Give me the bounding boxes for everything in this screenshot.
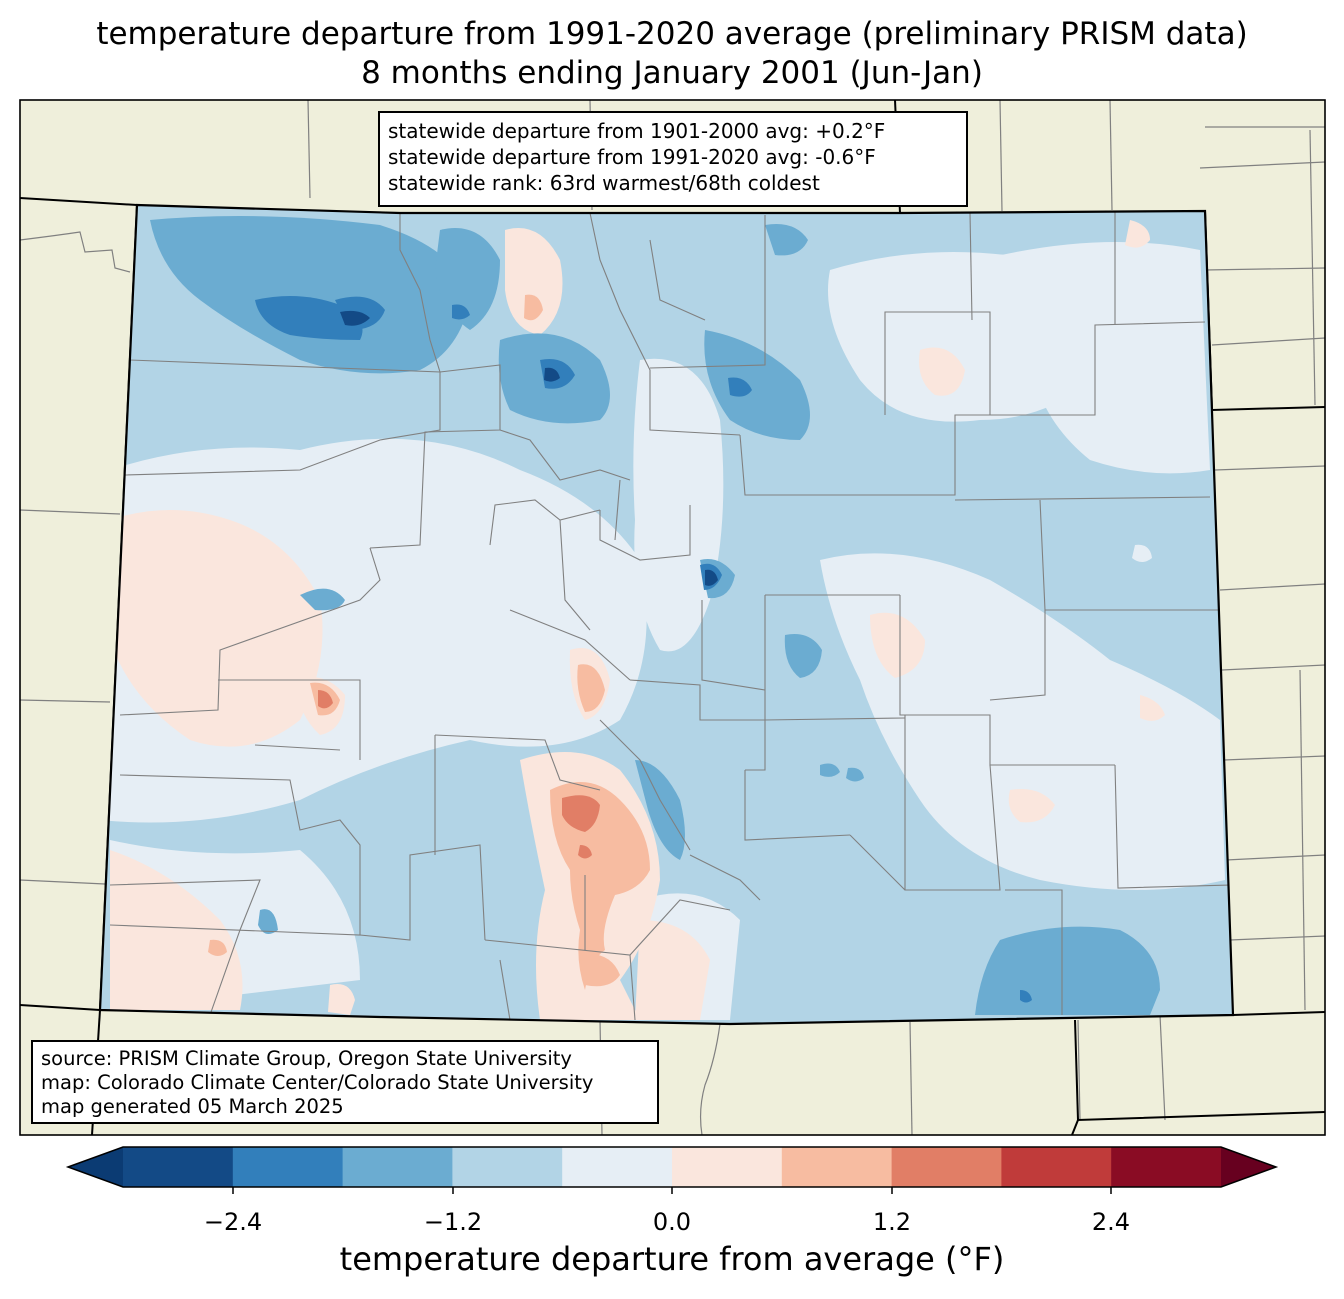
colorbar-segment bbox=[232, 1147, 344, 1187]
colorbar-segment bbox=[342, 1147, 453, 1187]
colorbar-segment bbox=[1001, 1147, 1112, 1187]
colorbar: −2.4 −1.2 0.0 1.2 2.4 bbox=[65, 1146, 1279, 1236]
statewide-summary-box: statewide departure from 1901-2000 avg: … bbox=[378, 111, 968, 207]
colorbar-tick-label: −1.2 bbox=[424, 1208, 482, 1236]
source-line-2: map: Colorado Climate Center/Colorado St… bbox=[41, 1071, 594, 1094]
map-frame bbox=[19, 99, 1326, 1136]
colorbar-segment bbox=[452, 1147, 563, 1187]
statewide-line-1: statewide departure from 1901-2000 avg: … bbox=[388, 119, 886, 143]
map-title-line-1: temperature departure from 1991-2020 ave… bbox=[96, 16, 1248, 52]
colorbar-segment bbox=[123, 1147, 234, 1187]
source-line-1: source: PRISM Climate Group, Oregon Stat… bbox=[41, 1047, 572, 1070]
neighbor-county-lines bbox=[20, 100, 1325, 1135]
colorbar-tick-label: 2.4 bbox=[1092, 1208, 1130, 1236]
colorbar-segments bbox=[123, 1147, 1222, 1187]
colorbar-title: temperature departure from average (°F) bbox=[339, 1240, 1005, 1278]
temperature-departure-field bbox=[100, 205, 1233, 1024]
colorbar-extend-high bbox=[1221, 1147, 1276, 1187]
colorbar-tick-label: 0.0 bbox=[653, 1208, 691, 1236]
colorbar-extend-low bbox=[68, 1147, 123, 1187]
map-title-line-2: 8 months ending January 2001 (Jun-Jan) bbox=[361, 55, 983, 91]
source-credit-box: source: PRISM Climate Group, Oregon Stat… bbox=[31, 1040, 659, 1124]
source-line-3: map generated 05 March 2025 bbox=[41, 1095, 344, 1118]
colorbar-segment bbox=[672, 1147, 783, 1187]
colorbar-segment bbox=[891, 1147, 1002, 1187]
colorbar-tick-label: −2.4 bbox=[204, 1208, 262, 1236]
statewide-line-2: statewide departure from 1991-2020 avg: … bbox=[388, 145, 876, 169]
colorbar-tick-label: 1.2 bbox=[873, 1208, 911, 1236]
colorado-state-border bbox=[98, 203, 1235, 1026]
colorbar-segment bbox=[1111, 1147, 1222, 1187]
colorbar-segment bbox=[781, 1147, 893, 1187]
colorbar-segment bbox=[562, 1147, 673, 1187]
colorado-county-lines bbox=[109, 211, 1231, 1021]
statewide-line-3: statewide rank: 63rd warmest/68th coldes… bbox=[388, 171, 820, 195]
